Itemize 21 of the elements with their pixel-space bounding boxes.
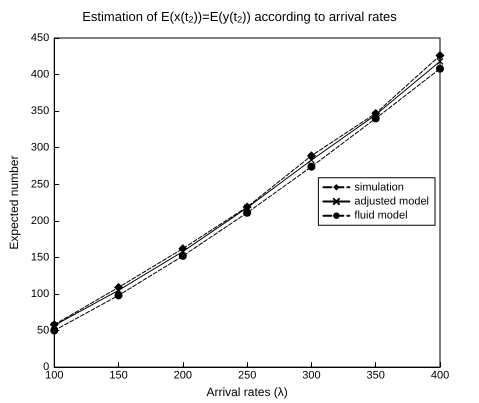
legend-label: adjusted model xyxy=(354,196,430,208)
x-tick-label: 400 xyxy=(430,370,450,382)
x-tick-label: 150 xyxy=(109,370,128,382)
y-tick-label: 50 xyxy=(37,324,50,337)
y-tick-label: 250 xyxy=(30,178,50,190)
x-tick-label: 100 xyxy=(45,370,64,382)
x-tick-label: 300 xyxy=(302,370,321,382)
y-tick-label: 100 xyxy=(30,288,50,300)
y-tick-label: 300 xyxy=(30,142,50,154)
x-tick-label: 350 xyxy=(366,370,385,382)
y-tick-label: 150 xyxy=(30,251,50,264)
x-tick-label: 200 xyxy=(174,370,192,382)
x-axis-title: Arrival rates (λ) xyxy=(206,385,288,399)
legend-label: simulation xyxy=(354,181,404,194)
y-tick-label: 400 xyxy=(30,68,50,81)
y-tick-label: 200 xyxy=(30,214,50,227)
y-tick-label: 350 xyxy=(30,105,50,118)
x-tick-label: 250 xyxy=(238,370,256,382)
y-tick-label: 450 xyxy=(30,32,50,44)
legend-label: fluid model xyxy=(354,210,408,222)
y-axis-title: Expected number xyxy=(7,156,21,250)
